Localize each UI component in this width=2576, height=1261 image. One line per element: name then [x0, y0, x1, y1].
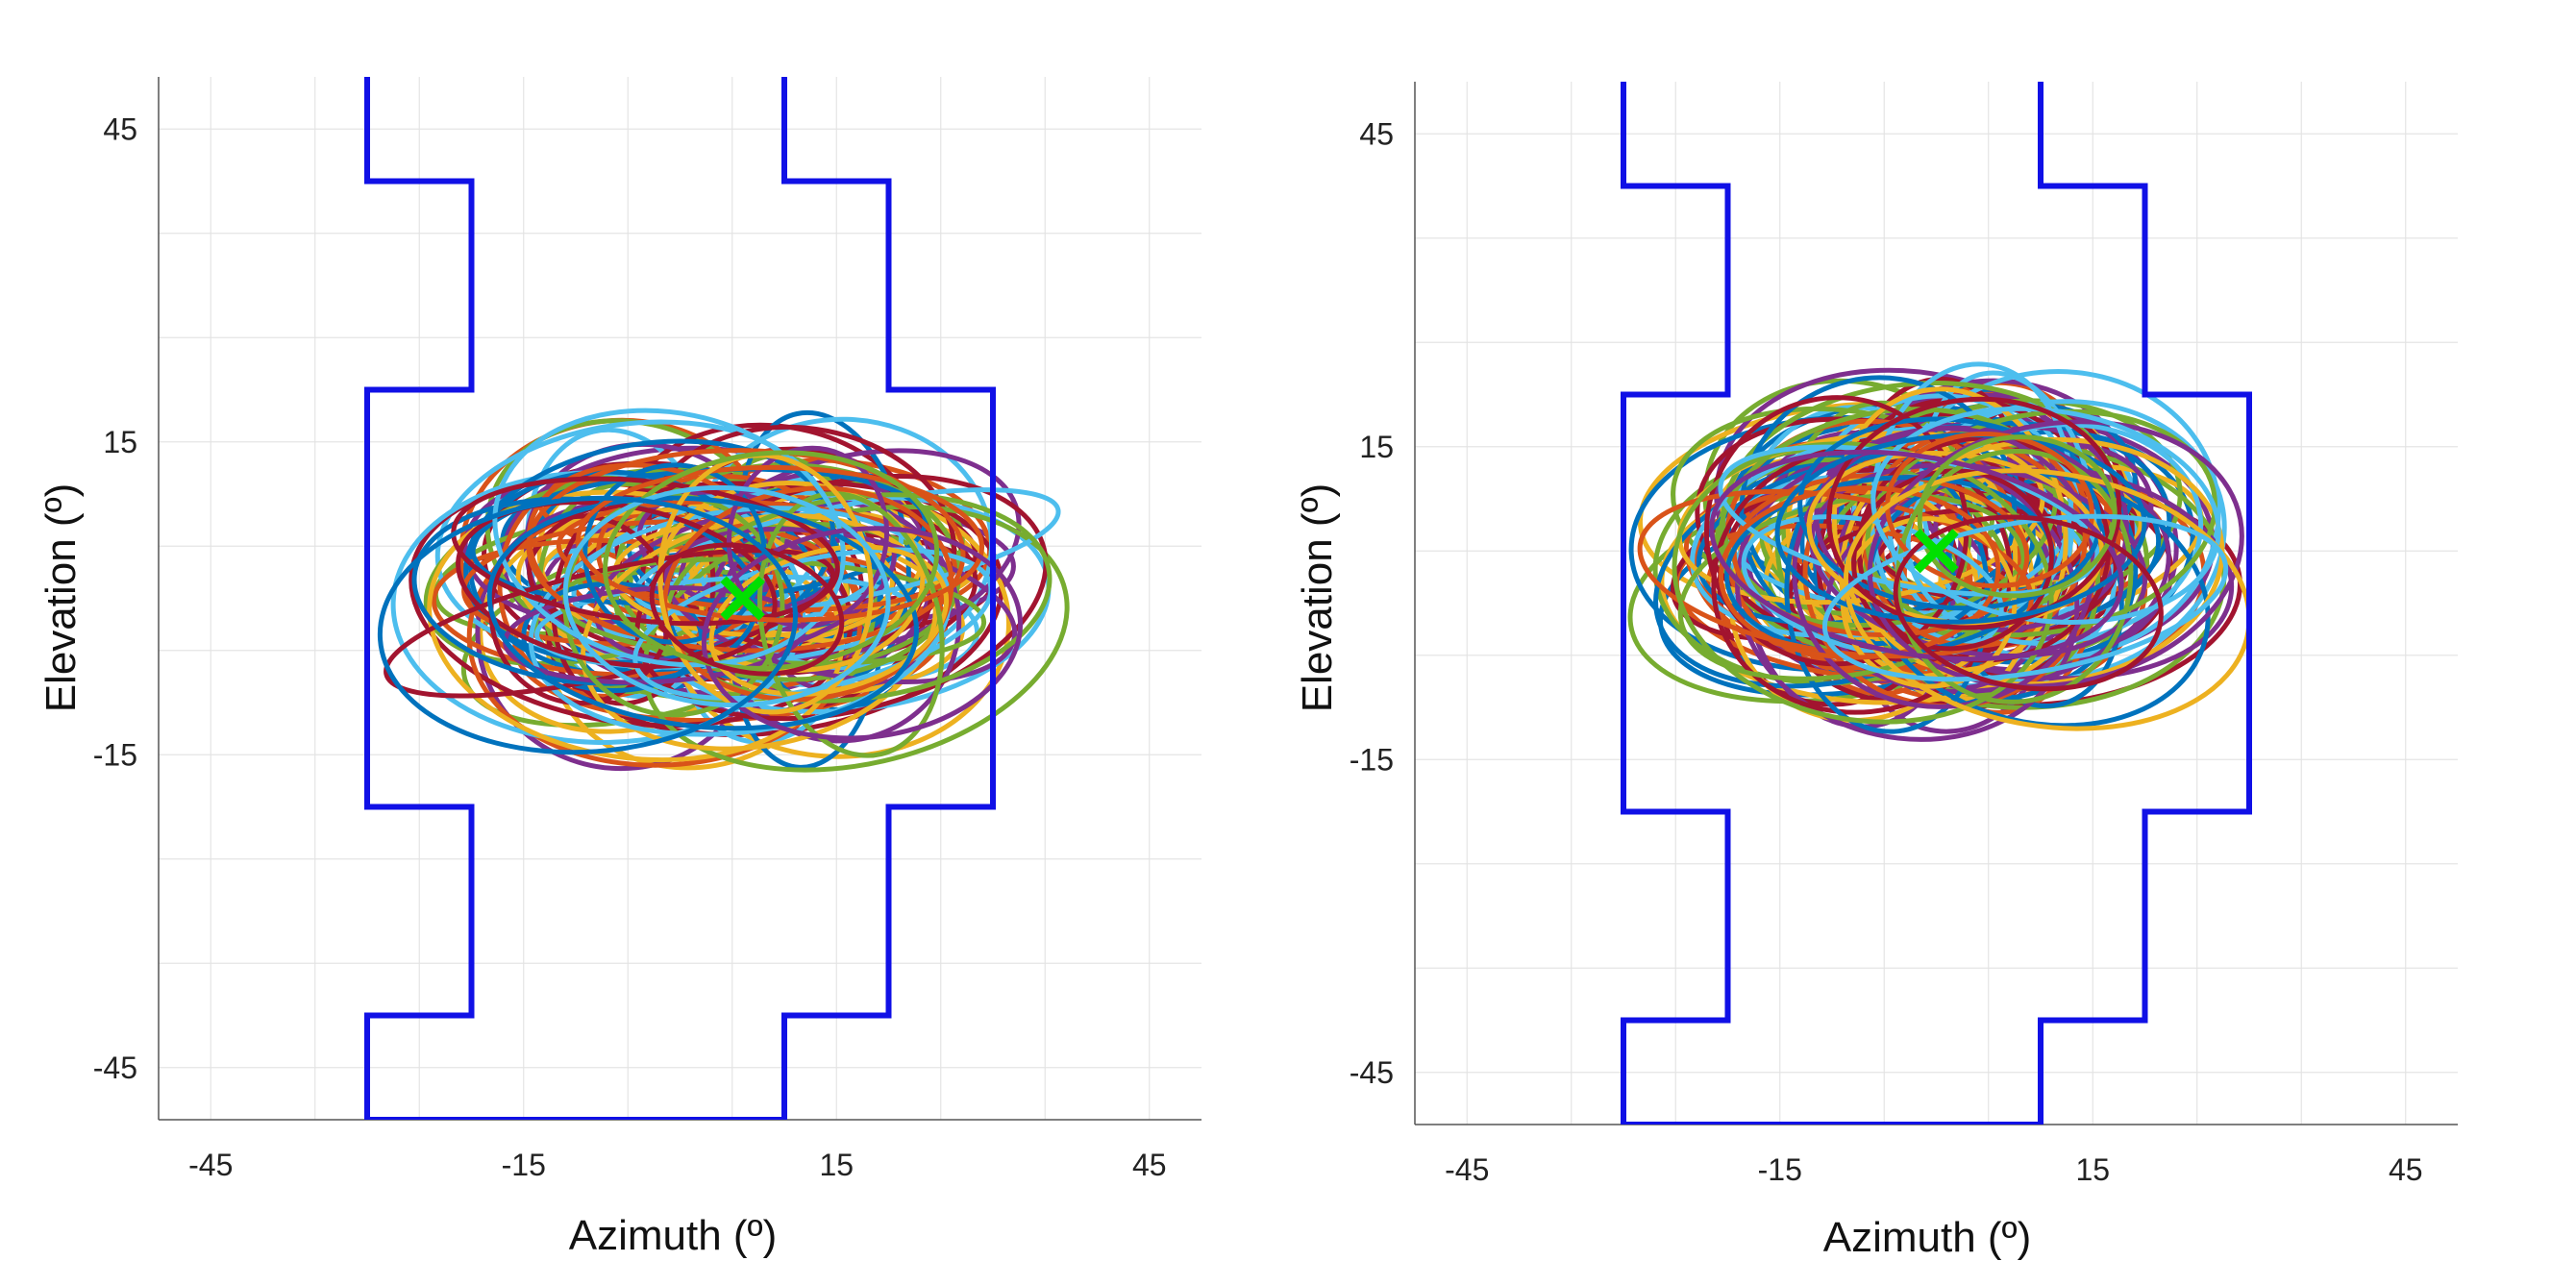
trajectory-ellipse — [377, 495, 798, 755]
x-tick-label: 15 — [2075, 1152, 2110, 1187]
trajectory-ellipse — [1917, 434, 2118, 599]
x-tick-label: 45 — [1132, 1148, 1167, 1182]
fov-boundary — [1621, 82, 2252, 1125]
x-tick-label: -45 — [1445, 1152, 1489, 1187]
trajectory-ellipse — [1885, 432, 2094, 589]
right-y-axis-label: Elevation (º) — [1294, 483, 1341, 713]
left-plot: -45 -15 15 45 45 15 -15 -45 Azimuth (º) Elevat… — [37, 77, 1201, 1259]
right-center-marker — [1914, 529, 1959, 574]
left-y-ticks: 45 15 -15 -45 — [93, 111, 137, 1085]
trajectory-ellipse — [1672, 441, 2054, 725]
trajectory-ellipse — [486, 495, 919, 731]
y-tick-label: -45 — [93, 1051, 137, 1085]
trajectory-ellipse — [582, 462, 767, 645]
x-tick-label: -45 — [188, 1148, 233, 1182]
y-tick-label: -15 — [93, 737, 137, 772]
right-boundary — [1621, 82, 2252, 1125]
trajectory-ellipse — [492, 408, 846, 668]
right-plot: -45 -15 15 45 45 15 -15 -45 Azimuth (º) Elevat… — [1294, 82, 2458, 1261]
trajectory-ellipse — [726, 445, 890, 629]
x-tick-label: 15 — [819, 1148, 854, 1182]
left-x-axis-label: Azimuth (º) — [569, 1212, 778, 1259]
right-trajectories — [1627, 361, 2252, 742]
trajectory-ellipse — [1870, 406, 2221, 625]
trajectory-ellipse — [1703, 395, 1969, 667]
left-y-axis-label: Elevation (º) — [37, 483, 85, 713]
left-boundary — [364, 77, 996, 1120]
trajectory-ellipse — [1677, 492, 2026, 681]
x-tick-label: -15 — [1758, 1152, 1802, 1187]
y-tick-label: 45 — [1359, 116, 1394, 151]
right-y-ticks: 45 15 -15 -45 — [1350, 116, 1394, 1090]
y-tick-label: 15 — [103, 425, 137, 459]
y-tick-label: 15 — [1359, 430, 1394, 464]
x-tick-label: 45 — [2389, 1152, 2423, 1187]
trajectory-ellipse — [1709, 449, 2124, 662]
trajectory-ellipse — [1865, 408, 2217, 638]
trajectory-ellipse — [575, 464, 985, 623]
trajectory-ellipse — [1784, 453, 1991, 734]
left-trajectories — [377, 408, 1070, 773]
trajectory-ellipse — [1867, 419, 2244, 689]
center-x-marker — [1914, 529, 1959, 574]
trajectory-ellipse — [1893, 514, 2164, 692]
left-center-marker — [720, 576, 765, 621]
left-x-ticks: -45 -15 15 45 — [188, 1148, 1166, 1182]
trajectory-ellipse — [562, 484, 891, 708]
right-x-ticks: -45 -15 15 45 — [1445, 1152, 2422, 1187]
trajectory-ellipse — [1718, 485, 2001, 660]
right-x-axis-label: Azimuth (º) — [1823, 1214, 2032, 1261]
center-x-marker — [720, 576, 765, 621]
x-tick-label: -15 — [502, 1148, 546, 1182]
fov-boundary — [364, 77, 996, 1120]
trajectory-ellipse — [1821, 513, 2229, 682]
y-tick-label: 45 — [103, 111, 137, 146]
trajectory-ellipse — [1826, 396, 2122, 630]
y-tick-label: -45 — [1350, 1055, 1394, 1090]
y-tick-label: -15 — [1350, 742, 1394, 777]
